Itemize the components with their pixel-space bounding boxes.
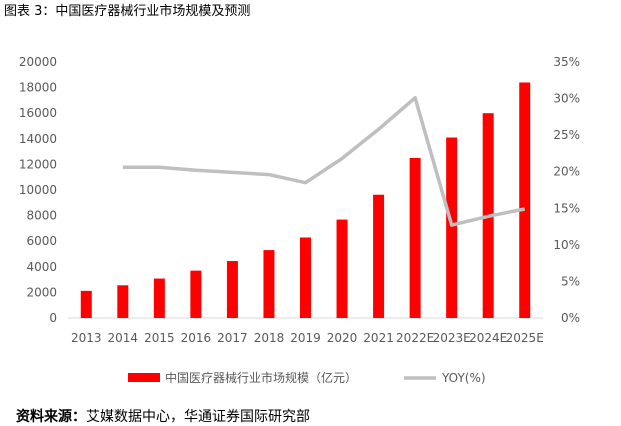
bar xyxy=(226,261,238,318)
y-left-tick-label: 0 xyxy=(49,311,57,325)
x-tick-label: 2020 xyxy=(327,331,358,345)
source-label: 资料来源： xyxy=(16,409,86,425)
y-right-tick-label: 35% xyxy=(553,55,580,69)
figure-title: 图表 3：中国医疗器械行业市场规模及预测 xyxy=(4,4,251,19)
bar xyxy=(300,237,311,318)
x-tick-label: 2023E xyxy=(433,331,471,345)
bar-series xyxy=(80,82,531,318)
source-note: 资料来源：艾媒数据中心，华通证券国际研究部 xyxy=(16,406,310,426)
y-left-tick-label: 2000 xyxy=(26,285,57,299)
y-left-axis-ticks: 0 2000 4000 6000 8000 10000 12000 14000 16000 180… xyxy=(19,55,57,325)
y-right-tick-label: 25% xyxy=(553,128,580,142)
legend-bar-swatch xyxy=(128,373,160,382)
bar xyxy=(336,219,348,318)
x-tick-label: 2025E xyxy=(506,331,544,345)
bar xyxy=(263,250,275,318)
x-tick-label: 2013 xyxy=(71,331,102,345)
y-left-tick-label: 10000 xyxy=(19,183,57,197)
x-tick-label: 2014 xyxy=(108,331,139,345)
x-axis-ticks: 2013 2014 2015 2016 2017 2018 2019 2020 2021 2022… xyxy=(71,331,544,345)
x-tick-label: 2018 xyxy=(254,331,285,345)
y-right-tick-label: 5% xyxy=(561,274,580,288)
y-right-tick-label: 0% xyxy=(561,311,580,325)
bar xyxy=(153,278,165,318)
source-text: 艾媒数据中心，华通证券国际研究部 xyxy=(86,409,310,425)
y-left-tick-label: 6000 xyxy=(26,234,57,248)
legend: 中国医疗器械行业市场规模（亿元） YOY(%) xyxy=(128,370,486,385)
y-left-tick-label: 20000 xyxy=(19,55,57,69)
bar xyxy=(519,82,531,318)
legend-line-label: YOY(%) xyxy=(441,371,486,385)
y-left-tick-label: 16000 xyxy=(19,106,57,120)
y-left-tick-label: 8000 xyxy=(26,209,57,223)
y-left-tick-label: 14000 xyxy=(19,132,57,146)
bar xyxy=(190,270,202,318)
y-left-tick-label: 18000 xyxy=(19,81,57,95)
bar xyxy=(80,290,92,318)
y-right-tick-label: 30% xyxy=(553,92,580,106)
y-right-axis-ticks: 0% 5% 10% 15% 20% 25% 30% 35% xyxy=(553,55,580,325)
y-right-tick-label: 15% xyxy=(553,201,580,215)
x-tick-label: 2017 xyxy=(217,331,248,345)
x-tick-label: 2024E xyxy=(469,331,507,345)
x-tick-label: 2019 xyxy=(290,331,321,345)
y-left-tick-label: 12000 xyxy=(19,157,57,171)
yoy-line xyxy=(122,96,526,227)
x-tick-label: 2021 xyxy=(363,331,394,345)
bar xyxy=(409,158,421,318)
legend-bar-label: 中国医疗器械行业市场规模（亿元） xyxy=(165,370,357,385)
y-right-tick-label: 20% xyxy=(553,165,580,179)
y-right-tick-label: 10% xyxy=(553,238,580,252)
x-tick-label: 2015 xyxy=(144,331,175,345)
bar xyxy=(117,285,129,318)
bar xyxy=(373,194,385,318)
x-tick-label: 2016 xyxy=(181,331,212,345)
bar xyxy=(446,137,458,318)
y-left-tick-label: 4000 xyxy=(26,260,57,274)
x-tick-label: 2022E xyxy=(396,331,434,345)
